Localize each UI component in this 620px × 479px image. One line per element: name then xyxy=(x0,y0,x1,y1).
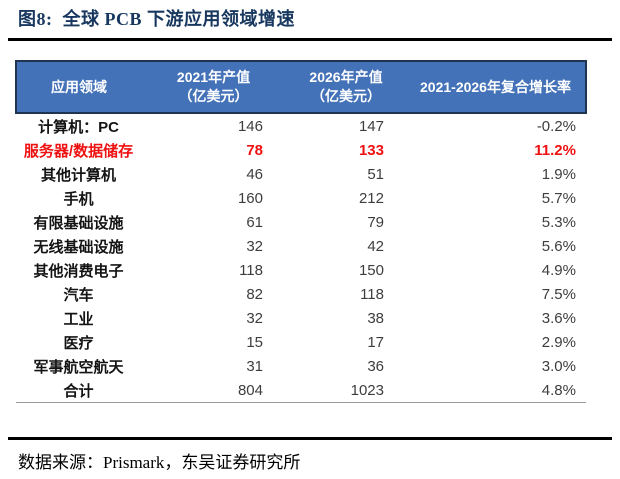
header-2021-output: 2021年产值 （亿美元） xyxy=(141,60,286,114)
value-2026: 212 xyxy=(358,189,384,207)
value-cagr: 3.6% xyxy=(541,309,576,327)
row-label: 汽车 xyxy=(63,286,94,304)
value-2026: 42 xyxy=(367,237,384,255)
header-text-unit: （亿美元） xyxy=(311,88,381,104)
table-row-military-aerospace: 军事航空航天 31 36 3.0% xyxy=(16,354,586,378)
value-2026: 150 xyxy=(358,261,384,279)
row-label: 有限基础设施 xyxy=(33,214,124,232)
value-cagr: 3.0% xyxy=(541,357,576,375)
row-label: 服务器/数据储存 xyxy=(23,142,134,160)
table-row-server-storage-highlighted: 服务器/数据储存 78 133 11.2% xyxy=(16,138,586,162)
value-2021: 31 xyxy=(246,357,263,375)
header-text-unit: （亿美元） xyxy=(178,88,249,104)
row-label: 无线基础设施 xyxy=(33,238,124,256)
row-label: 手机 xyxy=(63,190,94,208)
value-2021: 118 xyxy=(239,261,263,279)
value-2026: 1023 xyxy=(286,378,406,403)
table-row-automotive: 汽车 82 118 7.5% xyxy=(16,282,586,306)
top-divider xyxy=(8,38,612,41)
value-cagr: 5.3% xyxy=(541,213,576,231)
value-2021: 61 xyxy=(246,213,263,231)
header-text: 2026年产值 xyxy=(309,69,383,86)
value-cagr: 11.2% xyxy=(534,141,576,159)
header-text: 2021-2026年复合增长率 xyxy=(420,78,571,95)
value-2026: 79 xyxy=(367,213,384,231)
value-cagr: -0.2% xyxy=(536,117,576,135)
table-row-industrial: 工业 32 38 3.6% xyxy=(16,306,586,330)
value-cagr: 4.9% xyxy=(541,261,576,279)
value-2021: 78 xyxy=(246,141,263,159)
value-2026: 118 xyxy=(360,285,384,303)
row-label: 军事航空航天 xyxy=(33,358,124,376)
value-2021: 32 xyxy=(246,309,263,327)
value-2021: 82 xyxy=(246,285,263,303)
value-2026: 17 xyxy=(367,333,384,351)
header-2026-output: 2026年产值 （亿美元） xyxy=(286,60,406,114)
header-text: 2021年产值 xyxy=(176,69,251,86)
table-row-wired-infrastructure: 有限基础设施 61 79 5.3% xyxy=(16,210,586,234)
header-text: 应用领域 xyxy=(51,78,107,95)
value-cagr: 2.9% xyxy=(541,333,576,351)
row-label: 合计 xyxy=(16,378,141,403)
value-2026: 36 xyxy=(367,357,384,375)
value-2021: 160 xyxy=(237,189,263,207)
table-row-wireless-infrastructure: 无线基础设施 32 42 5.6% xyxy=(16,234,586,258)
row-label: 医疗 xyxy=(63,334,94,352)
table-row-mobile-phones: 手机 160 212 5.7% xyxy=(16,186,586,210)
value-cagr: 5.6% xyxy=(541,237,576,255)
table-row-medical: 医疗 15 17 2.9% xyxy=(16,330,586,354)
row-label: 其他计算机 xyxy=(40,166,116,184)
table-row-other-consumer-electronics: 其他消费电子 118 150 4.9% xyxy=(16,258,586,282)
value-2021: 46 xyxy=(246,165,263,183)
table-row-pc: 计算机：PC 146 147 -0.2% xyxy=(16,113,586,138)
row-label: 计算机：PC xyxy=(38,118,119,136)
value-2021: 32 xyxy=(246,237,263,255)
table-row-other-computers: 其他计算机 46 51 1.9% xyxy=(16,162,586,186)
data-source-note: 数据来源：Prismark，东吴证券研究所 xyxy=(18,453,301,472)
table-row-total: 合计 804 1023 4.8% xyxy=(16,378,586,403)
value-2026: 51 xyxy=(367,165,384,183)
value-cagr: 5.7% xyxy=(541,189,576,207)
row-label: 其他消费电子 xyxy=(33,262,124,280)
value-2021: 804 xyxy=(141,378,286,403)
value-cagr: 7.5% xyxy=(541,285,576,303)
value-2026: 133 xyxy=(358,141,384,159)
value-2021: 15 xyxy=(246,333,263,351)
bottom-divider xyxy=(8,437,612,440)
row-label: 工业 xyxy=(63,310,94,328)
value-cagr: 1.9% xyxy=(541,165,576,183)
table-header-row: 应用领域 2021年产值 （亿美元） 2026年产值 （亿美元） 2021-20… xyxy=(15,60,587,114)
value-2021: 146 xyxy=(237,117,263,135)
value-2026: 147 xyxy=(358,117,384,135)
header-cagr: 2021-2026年复合增长率 xyxy=(406,60,587,114)
value-cagr: 4.8% xyxy=(406,378,586,403)
header-application-field: 应用领域 xyxy=(15,60,141,114)
figure-title: 图8: 全球 PCB 下游应用领域增速 xyxy=(18,9,295,29)
value-2026: 38 xyxy=(367,309,384,327)
pcb-applications-table: 应用领域 2021年产值 （亿美元） 2026年产值 （亿美元） 2021-20… xyxy=(15,60,587,403)
